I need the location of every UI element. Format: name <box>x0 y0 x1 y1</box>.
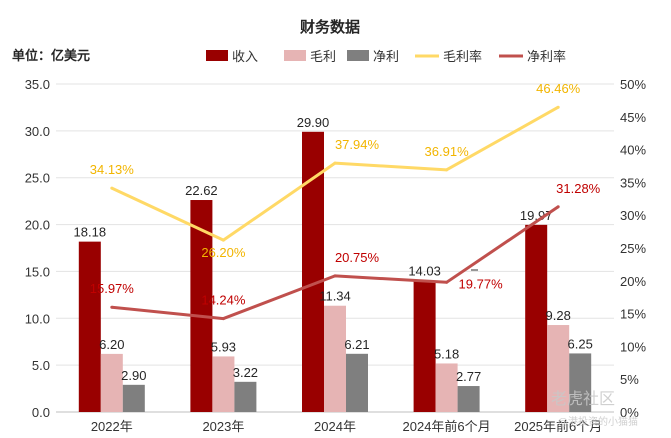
line-point <box>110 305 114 309</box>
y-left-tick-label: 35.0 <box>25 77 50 92</box>
y-left-tick-label: 25.0 <box>25 171 50 186</box>
y-left-tick-label: 0.0 <box>32 405 50 420</box>
bar <box>457 386 480 412</box>
bar-value-label: 29.90 <box>297 115 330 130</box>
bar <box>302 131 324 412</box>
line-series <box>111 105 559 242</box>
line-value-label: 36.91% <box>425 144 470 159</box>
watermark-subtext: @港投资的小猫猫 <box>558 415 638 428</box>
bar-value-label: 6.20 <box>99 337 124 352</box>
bar-value-label: 22.62 <box>185 183 218 198</box>
line-value-label: 14.24% <box>201 293 246 308</box>
bar <box>346 353 368 412</box>
line-value-label: 37.94% <box>335 137 380 152</box>
y-left-tick-label: 15.0 <box>25 264 50 279</box>
y-right-tick-label: 30% <box>620 208 646 223</box>
y-right-tick-label: 40% <box>620 143 646 158</box>
bar <box>525 224 548 412</box>
y-right-tick-label: 35% <box>620 175 646 190</box>
line-point <box>221 317 225 321</box>
legend-label: 净利 <box>373 49 399 64</box>
chart-title: 财务数据 <box>300 18 360 36</box>
bar-value-label: 18.18 <box>74 225 107 240</box>
bar <box>234 381 257 412</box>
line-point <box>333 274 337 278</box>
line-point <box>556 205 560 209</box>
line-value-label: 46.46% <box>536 81 581 96</box>
bar-value-label: 9.28 <box>546 308 571 323</box>
bar-value-label: 11.34 <box>319 289 351 304</box>
line-point <box>333 161 337 165</box>
y-right-tick-label: 15% <box>620 307 646 322</box>
line-value-label: 19.77% <box>459 276 504 291</box>
bar <box>435 363 458 412</box>
bar-value-label: 5.18 <box>434 346 459 361</box>
line-point <box>221 238 225 242</box>
bar <box>569 353 592 412</box>
bar <box>100 353 123 412</box>
bar <box>547 325 570 412</box>
bar <box>190 200 213 412</box>
watermark-text: 老虎社区 <box>551 389 615 408</box>
x-tick-label: 2023年 <box>202 419 244 434</box>
y-left-tick-label: 30.0 <box>25 124 50 139</box>
x-tick-label: 2022年 <box>91 419 133 434</box>
legend-swatch <box>206 50 228 61</box>
legend-label: 毛利率 <box>443 49 482 64</box>
bar-value-label: 14.03 <box>408 264 441 279</box>
bar-value-label: 3.22 <box>233 365 258 380</box>
bar-value-label: 6.21 <box>344 337 369 352</box>
line-value-label: 15.97% <box>90 281 135 296</box>
x-tick-label: 2025年前6个月 <box>514 419 602 434</box>
bar-value-label: 6.25 <box>568 336 593 351</box>
line-value-label: 20.75% <box>335 250 380 265</box>
y-left-tick-label: 5.0 <box>32 358 50 373</box>
line-point <box>556 105 560 109</box>
line-value-label: 31.28% <box>556 181 601 196</box>
bar <box>324 305 346 412</box>
bar-value-label: 2.77 <box>456 369 481 384</box>
bar-value-label: 2.90 <box>121 368 146 383</box>
bar-value-label: 5.93 <box>211 339 236 354</box>
bar <box>78 241 101 412</box>
y-left-tick-label: 20.0 <box>25 218 50 233</box>
y-right-tick-label: 25% <box>620 241 646 256</box>
line-value-label: 26.20% <box>201 245 246 260</box>
legend-label: 净利率 <box>527 49 566 64</box>
y-right-tick-label: 50% <box>620 77 646 92</box>
legend-label: 收入 <box>232 49 258 64</box>
legend-swatch <box>284 50 306 61</box>
y-left-tick-label: 10.0 <box>25 311 50 326</box>
legend-swatch <box>347 50 369 61</box>
bar <box>413 280 436 412</box>
line-point <box>110 186 114 190</box>
x-tick-label: 2024年前6个月 <box>403 419 491 434</box>
bar-value-label: 19.97 <box>520 208 553 223</box>
y-right-tick-label: 45% <box>620 110 646 125</box>
bar <box>212 356 235 412</box>
y-right-tick-label: 5% <box>620 372 639 387</box>
unit-label: 单位：亿美元 <box>12 48 90 63</box>
x-tick-label: 2024年 <box>314 419 356 434</box>
bar <box>122 384 145 412</box>
line-point <box>445 168 449 172</box>
line-point <box>445 280 449 284</box>
legend-label: 毛利 <box>310 49 336 64</box>
y-right-tick-label: 20% <box>620 274 646 289</box>
line-value-label: 34.13% <box>90 162 135 177</box>
y-right-tick-label: 10% <box>620 339 646 354</box>
y-right-tick-label: 0% <box>620 405 639 420</box>
